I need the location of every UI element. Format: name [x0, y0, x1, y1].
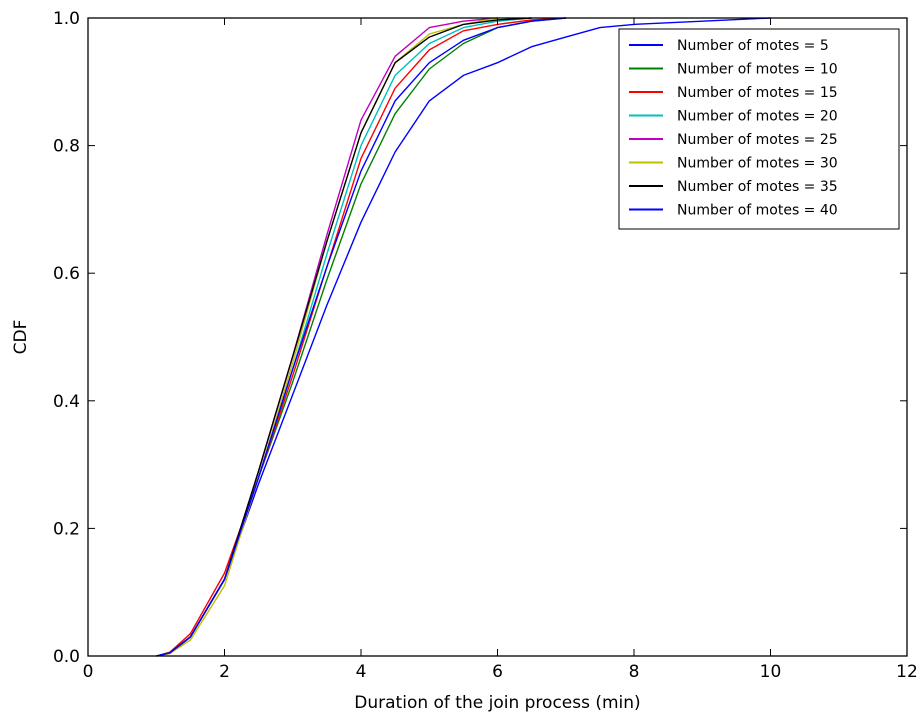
legend-label-4: Number of motes = 20: [677, 109, 838, 125]
tick-layer: 0 2 4 6 8 10 12 0.0 0.2 0.4 0.6 0.8 1.0: [53, 9, 918, 682]
y-tick-label: 0.2: [53, 519, 80, 539]
x-tick-label: 8: [629, 662, 640, 682]
plot-area-frame: [87, 17, 908, 657]
y-tick-label: 0.0: [53, 647, 80, 667]
legend-label-3: Number of motes = 15: [677, 85, 838, 101]
x-tick-label: 6: [492, 662, 503, 682]
x-tick-label: 12: [896, 662, 918, 682]
legend-label-6: Number of motes = 30: [677, 156, 838, 172]
legend-label-7: Number of motes = 35: [677, 179, 838, 195]
y-tick-label: 0.4: [53, 392, 80, 412]
series-line-6: [156, 17, 498, 657]
x-tick-label: 2: [219, 662, 230, 682]
y-tick-label: 0.6: [53, 264, 80, 284]
series-line-3: [156, 17, 566, 657]
x-tick-label: 0: [83, 662, 94, 682]
series-layer: [156, 17, 771, 657]
y-axis-label: CDF: [11, 320, 31, 355]
x-tick-label: 4: [356, 662, 367, 682]
x-axis-label: Duration of the join process (min): [354, 693, 640, 713]
legend-label-5: Number of motes = 25: [677, 132, 838, 148]
legend-label-1: Number of motes = 5: [677, 38, 829, 54]
x-tick-label: 10: [760, 662, 782, 682]
legend-label-2: Number of motes = 10: [677, 62, 838, 78]
legend-box: [618, 28, 900, 230]
legend-label-8: Number of motes = 40: [677, 203, 838, 219]
series-line-8: [156, 17, 566, 657]
y-tick-label: 0.8: [53, 137, 80, 157]
y-tick-label: 1.0: [53, 9, 80, 29]
legend: Number of motes = 5 Number of motes = 10 N…: [618, 28, 900, 230]
